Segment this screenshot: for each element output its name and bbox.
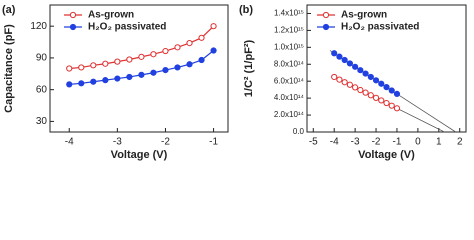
data-point [336,76,343,83]
data-point [341,56,348,64]
x-tick-label: 0 [415,137,421,148]
x-tick-label: -5 [309,137,318,148]
data-point [378,97,385,104]
data-point [186,40,193,47]
data-point [331,50,338,57]
legend-label: H₂O₂ passivated [341,22,419,33]
x-tick-label: -2 [372,137,381,148]
data-point [78,80,85,87]
data-point [114,75,121,82]
data-point [114,58,121,65]
legend-marker [322,23,330,31]
y-tick-label: 1.0x10¹⁵ [274,42,304,51]
data-point [162,66,169,74]
data-point [150,51,157,58]
y-tick-label: 90 [36,53,48,64]
x-tick-label: -3 [351,137,360,148]
data-point [367,92,374,99]
data-point [357,86,364,94]
y-axis-label: 1/C² (1/pF²) [243,39,255,97]
y-tick-label: 0.0 [293,127,305,136]
data-point [352,63,359,70]
plot-frame [306,4,467,133]
x-axis-label: Voltage (V) [358,149,415,161]
data-point [186,61,193,68]
data-point [138,53,145,60]
data-point [102,77,109,84]
data-point [198,34,205,41]
data-point [78,64,85,71]
panel-label: (b) [239,4,253,16]
legend-label: As-grown [88,10,134,21]
y-tick-label: 6.0x10¹⁴ [274,76,305,85]
x-axis-label: Voltage (V) [111,149,168,161]
data-point [362,70,369,77]
y-tick-label: 2.0x10¹⁴ [274,110,305,119]
y-tick-label: 30 [36,116,48,127]
x-tick-label: -3 [113,137,122,148]
data-point [90,62,97,69]
x-tick-label: -1 [393,137,402,148]
x-tick-label: -2 [161,137,170,148]
data-point [331,73,338,81]
data-point [346,81,353,88]
data-point [102,60,109,67]
legend-marker [69,23,77,31]
y-tick-label: 120 [30,21,47,32]
data-point [336,53,343,60]
data-point [162,47,169,55]
data-point [367,73,374,81]
data-point [393,105,401,112]
data-point [66,81,73,88]
data-point [378,80,385,87]
plot-frame [49,4,229,133]
data-point [372,77,380,84]
data-point [174,44,181,51]
data-point [198,56,205,64]
data-point [174,64,181,71]
data-point [357,67,364,74]
data-point [126,56,133,63]
data-point [388,102,395,109]
legend-marker [69,11,77,19]
y-tick-label: 60 [36,84,48,95]
data-point [210,47,217,54]
x-tick-label: -1 [209,137,218,148]
data-point [383,99,390,107]
y-tick-label: 4.0x10¹⁴ [274,93,305,102]
y-tick-label: 8.0x10¹⁴ [274,59,305,68]
x-tick-label: 1 [436,137,442,148]
data-point [346,60,353,67]
data-point [388,87,395,94]
y-tick-label: 1.4x10¹⁵ [274,9,304,18]
y-tick-label: 1.2x10¹⁵ [274,26,304,35]
data-point [66,65,73,72]
panel-label: (a) [2,4,16,16]
data-point [150,69,157,76]
legend-marker [322,11,330,19]
legend-label: As-grown [341,10,387,21]
data-point [372,94,380,101]
y-axis-label: Capacitance (pF) [3,24,15,113]
data-point [393,90,401,98]
legend-label: H₂O₂ passivated [88,22,166,33]
x-tick-label: 2 [457,137,463,148]
data-point [138,71,145,78]
data-point [210,23,217,30]
x-tick-label: -4 [65,137,74,148]
data-point [90,78,97,85]
x-tick-label: -4 [330,137,339,148]
data-point [126,73,133,81]
data-point [341,79,348,86]
data-point [362,89,369,96]
data-point [383,84,390,91]
data-point [352,84,359,91]
